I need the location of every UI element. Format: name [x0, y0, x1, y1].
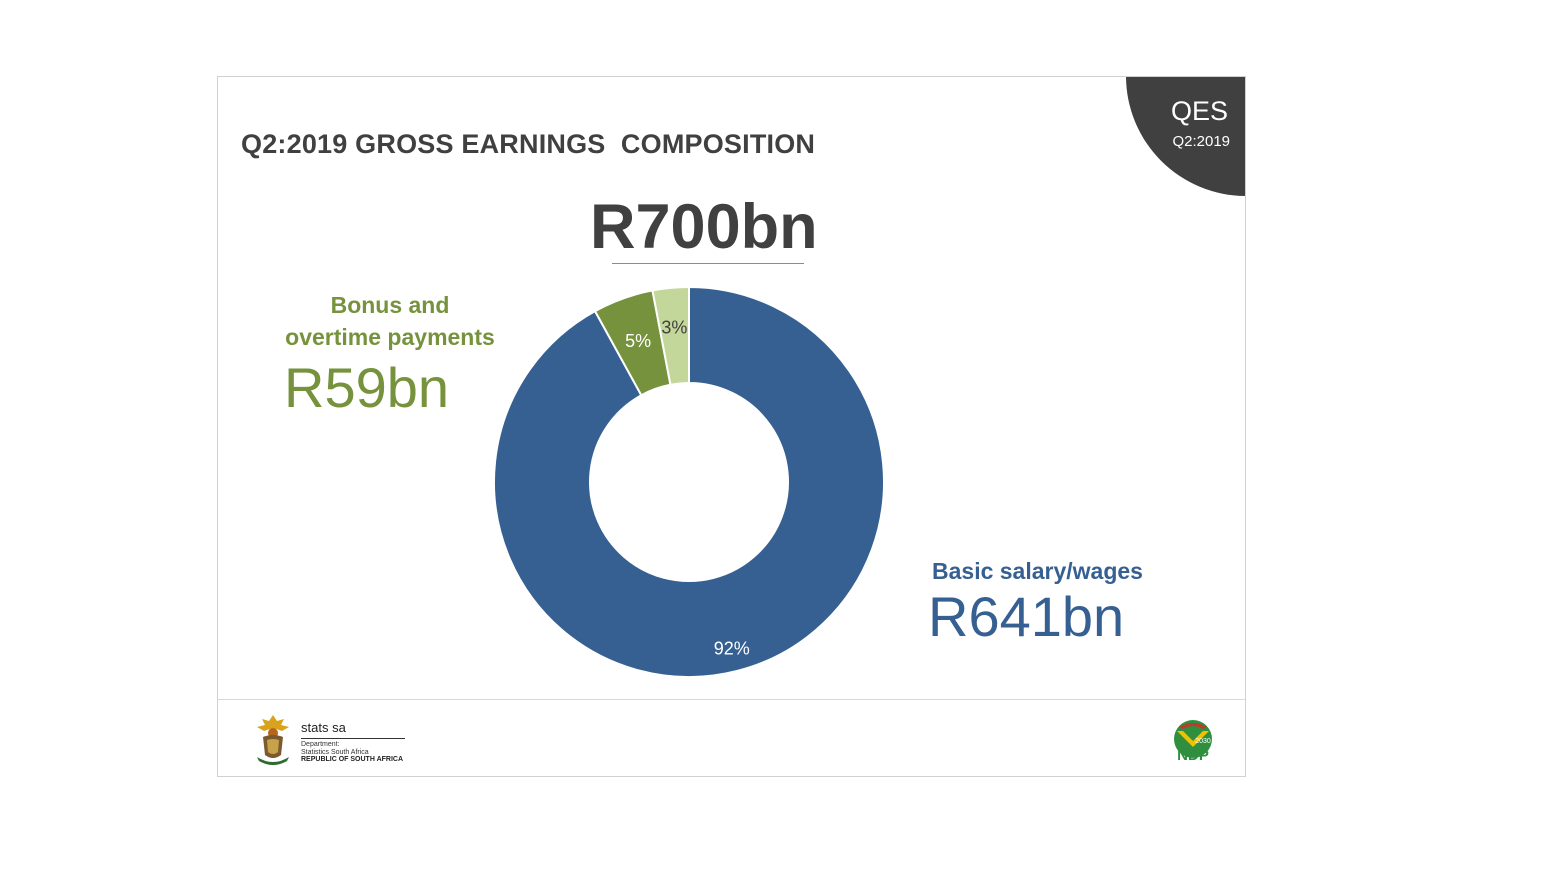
ndp-year: 2030 [1195, 738, 1211, 745]
bonus-label-line2: overtime payments [285, 324, 495, 350]
basic-value: R641bn [928, 585, 1125, 648]
stats-sa-underline [301, 738, 405, 739]
department-line1: Department: [301, 741, 340, 748]
slide-title: Q2:2019 GROSS EARNINGS COMPOSITION [241, 129, 816, 159]
donut-label-3: 3% [661, 318, 687, 338]
donut-label-1: 92% [714, 639, 750, 659]
country-text: REPUBLIC OF SOUTH AFRICA [301, 756, 404, 763]
donut-chart: 92% 5% 3% [493, 285, 885, 678]
badge-title: QES [1170, 96, 1228, 126]
slide: QES Q2:2019 Q2:2019 GROSS EARNINGS COMPO… [217, 76, 1246, 777]
total-underline [612, 263, 804, 264]
footer-divider [218, 699, 1245, 700]
total-value: R700bn [590, 192, 818, 262]
bonus-label: Bonus and overtime payments [270, 289, 510, 353]
ndp-logo-arc [1179, 723, 1207, 729]
basic-label: Basic salary/wages [932, 558, 1143, 584]
bonus-value: R59bn [284, 356, 450, 419]
department-line2: Statistics South Africa [301, 749, 369, 756]
donut-label-2: 5% [625, 331, 651, 351]
ndp-logo-mark [1177, 731, 1209, 747]
ndp-label: NDP [1177, 747, 1209, 763]
department-text: Department: Statistics South Africa [301, 741, 369, 757]
ndp-logo: 2030 NDP [1174, 720, 1212, 763]
bonus-label-line1: Bonus and [330, 292, 450, 318]
badge-subtitle: Q2:2019 [1172, 133, 1230, 150]
stats-sa-name: stats sa [301, 720, 346, 735]
ndp-logo-circle [1174, 720, 1212, 758]
donut-slice-3 [651, 285, 690, 386]
donut-slice-1 [493, 285, 885, 678]
coat-of-arms-icon [257, 715, 289, 765]
